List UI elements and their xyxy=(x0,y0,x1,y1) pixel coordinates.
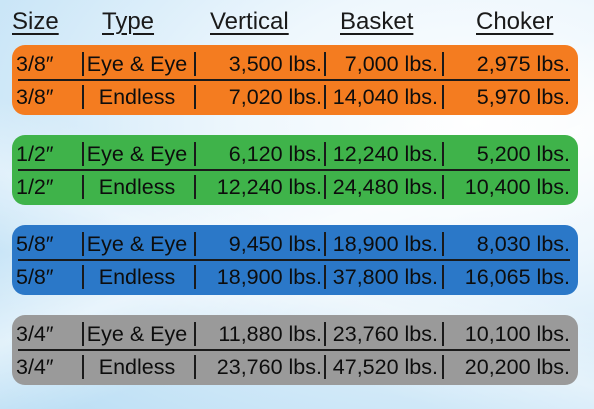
vertical-cell: 12,240 lbs. xyxy=(216,175,322,199)
vertical-cell: 7,020 lbs. xyxy=(228,85,322,109)
table-row: 3/4″ Eye & Eye 11,880 lbs. 23,760 lbs. 1… xyxy=(12,318,578,350)
column-divider xyxy=(82,85,84,109)
choker-cell: 10,400 lbs. xyxy=(464,175,570,199)
choker-cell: 2,975 lbs. xyxy=(476,52,570,76)
column-divider xyxy=(194,232,196,256)
size-cell: 3/8″ xyxy=(16,52,54,76)
column-divider xyxy=(324,322,326,346)
vertical-cell: 6,120 lbs. xyxy=(228,142,322,166)
header-vertical: Vertical xyxy=(210,8,289,35)
column-divider xyxy=(82,232,84,256)
choker-cell: 16,065 lbs. xyxy=(464,265,570,289)
table-row: 3/8″ Endless 7,020 lbs. 14,040 lbs. 5,97… xyxy=(12,81,578,113)
column-divider xyxy=(442,52,444,76)
size-group-3-8: 3/8″ Eye & Eye 3,500 lbs. 7,000 lbs. 2,9… xyxy=(12,45,578,115)
size-cell: 5/8″ xyxy=(16,265,54,289)
table-row: 3/4″ Endless 23,760 lbs. 47,520 lbs. 20,… xyxy=(12,351,578,383)
vertical-cell: 23,760 lbs. xyxy=(216,355,322,379)
column-divider xyxy=(194,142,196,166)
header-type: Type xyxy=(102,8,155,35)
column-divider xyxy=(194,322,196,346)
column-divider xyxy=(442,355,444,379)
basket-cell: 23,760 lbs. xyxy=(332,322,438,346)
column-divider xyxy=(194,175,196,199)
basket-cell: 47,520 lbs. xyxy=(332,355,438,379)
basket-cell: 7,000 lbs. xyxy=(344,52,438,76)
column-divider xyxy=(194,52,196,76)
column-divider xyxy=(194,85,196,109)
column-divider xyxy=(442,265,444,289)
size-cell: 5/8″ xyxy=(16,232,54,256)
column-divider xyxy=(324,52,326,76)
size-cell: 1/2″ xyxy=(16,175,54,199)
type-cell: Eye & Eye xyxy=(86,52,188,76)
table-row: 1/2″ Endless 12,240 lbs. 24,480 lbs. 10,… xyxy=(12,171,578,203)
size-group-5-8: 5/8″ Eye & Eye 9,450 lbs. 18,900 lbs. 8,… xyxy=(12,225,578,295)
choker-cell: 10,100 lbs. xyxy=(464,322,570,346)
size-cell: 3/4″ xyxy=(16,355,54,379)
column-divider xyxy=(442,175,444,199)
row-separator xyxy=(18,79,570,81)
choker-cell: 5,200 lbs. xyxy=(476,142,570,166)
column-divider xyxy=(442,142,444,166)
size-cell: 1/2″ xyxy=(16,142,54,166)
column-divider xyxy=(82,52,84,76)
column-divider xyxy=(442,232,444,256)
basket-cell: 14,040 lbs. xyxy=(332,85,438,109)
column-divider xyxy=(442,322,444,346)
column-divider xyxy=(324,265,326,289)
type-cell: Eye & Eye xyxy=(86,142,188,166)
row-separator xyxy=(18,259,570,261)
vertical-cell: 11,880 lbs. xyxy=(218,322,322,346)
basket-cell: 12,240 lbs. xyxy=(332,142,438,166)
vertical-cell: 3,500 lbs. xyxy=(228,52,322,76)
basket-cell: 24,480 lbs. xyxy=(332,175,438,199)
type-cell: Eye & Eye xyxy=(86,322,188,346)
row-separator xyxy=(18,349,570,351)
column-divider xyxy=(324,355,326,379)
type-cell: Endless xyxy=(98,265,176,289)
column-divider xyxy=(194,355,196,379)
column-divider xyxy=(442,85,444,109)
column-divider xyxy=(324,142,326,166)
column-divider xyxy=(324,232,326,256)
table-row: 5/8″ Endless 18,900 lbs. 37,800 lbs. 16,… xyxy=(12,261,578,293)
choker-cell: 20,200 lbs. xyxy=(464,355,570,379)
choker-cell: 5,970 lbs. xyxy=(476,85,570,109)
vertical-cell: 18,900 lbs. xyxy=(216,265,322,289)
header-choker: Choker xyxy=(476,8,554,35)
row-separator xyxy=(18,169,570,171)
column-divider xyxy=(82,322,84,346)
basket-cell: 37,800 lbs. xyxy=(332,265,438,289)
column-divider xyxy=(194,265,196,289)
table-row: 3/8″ Eye & Eye 3,500 lbs. 7,000 lbs. 2,9… xyxy=(12,48,578,80)
type-cell: Endless xyxy=(98,175,176,199)
column-divider xyxy=(82,355,84,379)
size-group-3-4: 3/4″ Eye & Eye 11,880 lbs. 23,760 lbs. 1… xyxy=(12,315,578,385)
column-divider xyxy=(82,265,84,289)
type-cell: Endless xyxy=(98,355,176,379)
size-cell: 3/8″ xyxy=(16,85,54,109)
column-divider xyxy=(82,142,84,166)
size-cell: 3/4″ xyxy=(16,322,54,346)
table-header: Size Type Vertical Basket Choker xyxy=(0,8,594,40)
size-group-1-2: 1/2″ Eye & Eye 6,120 lbs. 12,240 lbs. 5,… xyxy=(12,135,578,205)
choker-cell: 8,030 lbs. xyxy=(476,232,570,256)
column-divider xyxy=(82,175,84,199)
vertical-cell: 9,450 lbs. xyxy=(228,232,322,256)
table-row: 1/2″ Eye & Eye 6,120 lbs. 12,240 lbs. 5,… xyxy=(12,138,578,170)
basket-cell: 18,900 lbs. xyxy=(332,232,438,256)
header-size: Size xyxy=(12,8,59,35)
type-cell: Eye & Eye xyxy=(86,232,188,256)
table-row: 5/8″ Eye & Eye 9,450 lbs. 18,900 lbs. 8,… xyxy=(12,228,578,260)
column-divider xyxy=(324,175,326,199)
column-divider xyxy=(324,85,326,109)
header-basket: Basket xyxy=(340,8,414,35)
type-cell: Endless xyxy=(98,85,176,109)
